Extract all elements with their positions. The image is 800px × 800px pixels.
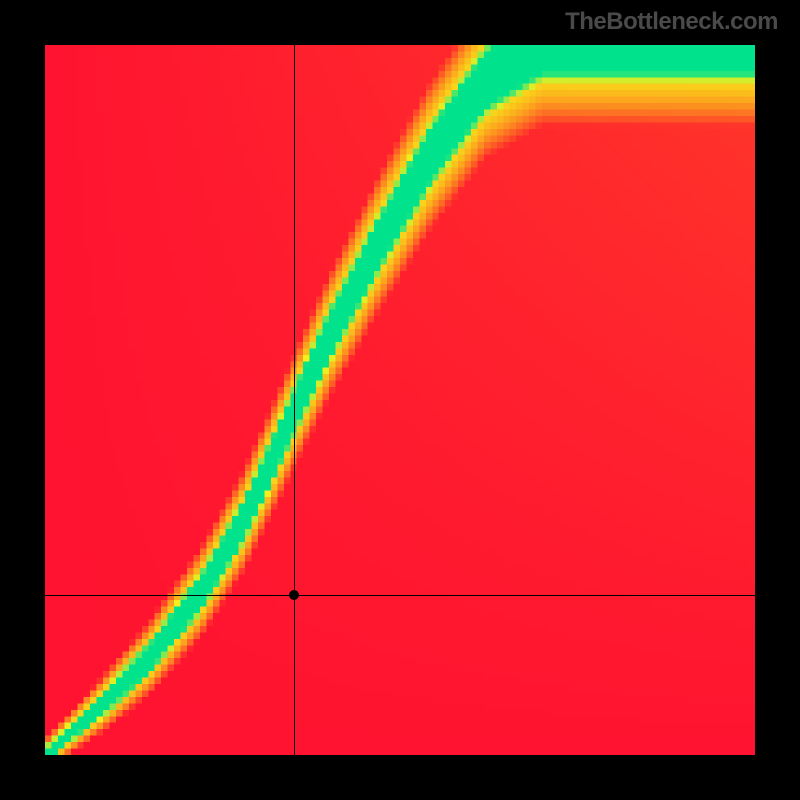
watermark-text: TheBottleneck.com (565, 8, 778, 36)
heatmap-canvas (45, 45, 755, 755)
chart-container: { "watermark": "TheBottleneck.com", "cha… (0, 0, 800, 800)
heatmap-plot (45, 45, 755, 755)
